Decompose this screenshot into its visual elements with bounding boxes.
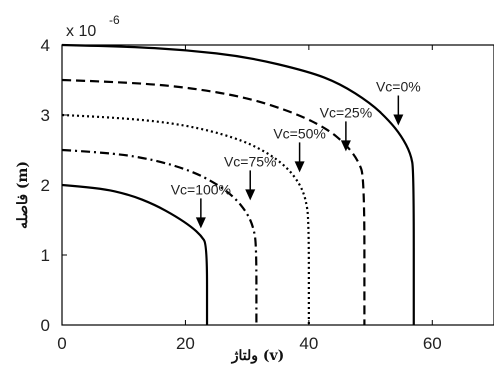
annotation-label: Vc=0%	[376, 79, 421, 95]
x-tick-label: 60	[423, 334, 442, 353]
x-axis-title: ولتاژ (v)	[231, 348, 285, 364]
series-line-3	[61, 148, 258, 325]
y-exponent-base: x 10	[66, 23, 96, 40]
y-tick-label: 4	[41, 36, 50, 55]
annotation-arrow-head	[340, 140, 351, 152]
annotations: Vc=0%Vc=25% Vc=50% Vc=75% Vc=100%	[171, 79, 421, 229]
annotation-label: Vc=75%	[224, 153, 277, 169]
axis-ticks: 0 20 40 60 0 1 2 3 4	[41, 36, 442, 353]
y-axis-title: فاصله (m)	[15, 161, 31, 229]
plot-area	[61, 44, 494, 326]
x-tick-label: 0	[57, 334, 66, 353]
annotation-arrow-head	[245, 189, 256, 201]
series-line-2	[61, 113, 310, 325]
y-tick-label: 3	[41, 106, 50, 125]
annotation-arrow-head	[393, 114, 404, 126]
annotation-label: Vc=100%	[171, 181, 231, 197]
annotation-label: Vc=50%	[273, 125, 326, 141]
annotation-label: Vc=25%	[320, 104, 373, 120]
x-tick-label: 40	[299, 334, 318, 353]
series-line-1	[61, 78, 366, 325]
x-tick-label: 20	[176, 334, 195, 353]
y-tick-label: 2	[41, 176, 50, 195]
annotation-arrow-head	[195, 217, 206, 229]
series-line-0	[61, 43, 415, 325]
y-tick-label: 0	[41, 316, 50, 335]
y-exponent-power: -6	[109, 13, 120, 27]
annotation-arrow-head	[294, 161, 305, 173]
y-tick-label: 1	[41, 246, 50, 265]
series-lines	[61, 43, 415, 325]
series-line-4	[61, 183, 209, 325]
